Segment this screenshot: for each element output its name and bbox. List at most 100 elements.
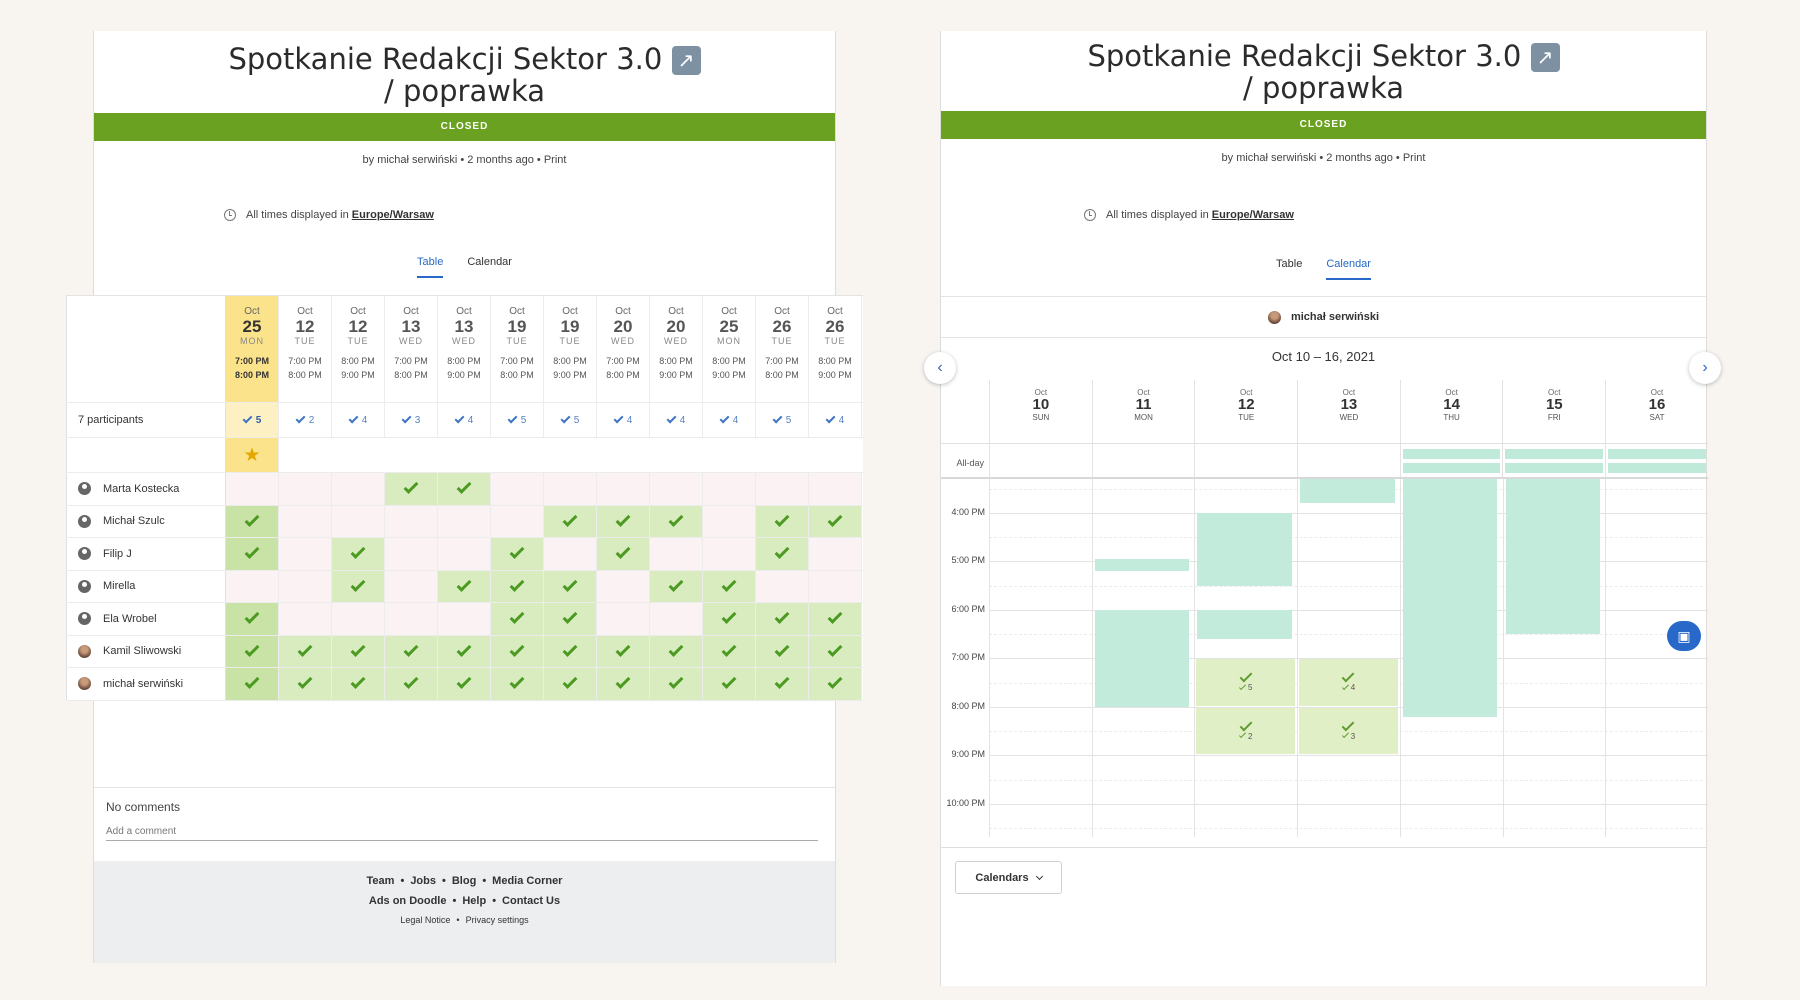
vote-empty [385, 570, 438, 602]
empty-cell [650, 438, 703, 472]
check-icon [456, 641, 472, 657]
check-icon [562, 674, 578, 690]
poll-title: Spotkanie Redakcji Sektor 3.0 ↗ / popraw… [94, 43, 835, 107]
vote-yes [491, 538, 544, 570]
participant-name: michał serwiński [103, 677, 184, 690]
tab-table[interactable]: Table [1276, 258, 1303, 270]
add-comment-input[interactable]: Add a comment [106, 826, 818, 841]
busy-event [1300, 479, 1395, 504]
poll-option-slot[interactable]: 4 [1299, 659, 1398, 706]
footer-link[interactable]: Jobs [410, 875, 436, 887]
footer-link[interactable]: Blog [451, 875, 477, 887]
hour-label: 5:00 PM [951, 555, 985, 566]
footer-link[interactable]: Contact Us [502, 895, 561, 907]
next-week-button[interactable]: › [1689, 352, 1721, 384]
vote-yes [279, 635, 332, 667]
vote-empty [491, 473, 544, 505]
status-bar: CLOSED [941, 111, 1706, 139]
day-weekday: SAT [1649, 413, 1665, 422]
option-start-time: 8:00 PM [712, 356, 746, 366]
calendar-day-header: Oct 15 FRI [1502, 380, 1605, 443]
footer-link[interactable]: Privacy settings [465, 915, 529, 925]
vote-yes [226, 538, 279, 570]
all-day-cell [1091, 444, 1195, 477]
vote-empty [332, 505, 385, 537]
check-icon [774, 674, 790, 690]
calendars-dropdown-button[interactable]: Calendars [955, 861, 1062, 894]
option-month: Oct [244, 306, 260, 317]
calendar-day-header: Oct 12 TUE [1194, 380, 1297, 443]
option-header: Oct 20 WED 8:00 PM 9:00 PM [650, 296, 703, 402]
option-weekday: MON [717, 336, 741, 346]
footer-link[interactable]: Media Corner [492, 875, 563, 887]
participant-name-cell: Michał Szulc [66, 505, 226, 537]
busy-event [1197, 512, 1293, 586]
day-month: Oct [1239, 388, 1253, 397]
slot-count-value: 2 [1248, 731, 1253, 741]
poll-option-slot[interactable]: 2 [1196, 707, 1296, 755]
day-column-divider [1297, 479, 1299, 837]
participant-row: Kamil Sliwowski [66, 635, 863, 668]
option-end-time: 8:00 PM [394, 370, 428, 380]
option-header: Oct 12 TUE 7:00 PM 8:00 PM [279, 296, 332, 402]
hour-gridline [989, 755, 1708, 757]
vote-empty [703, 505, 756, 537]
vote-empty [438, 603, 491, 635]
participant-name: Mirella [103, 580, 136, 593]
participant-name: Michał Szulc [103, 515, 165, 528]
option-start-time: 8:00 PM [553, 356, 587, 366]
option-month: Oct [562, 306, 578, 317]
check-icon [615, 544, 631, 560]
check-icon [615, 674, 631, 690]
external-link-icon[interactable]: ↗ [671, 46, 701, 75]
vote-count: 4 [809, 403, 862, 437]
option-weekday: TUE [294, 336, 316, 346]
vote-empty [597, 603, 650, 635]
option-end-time: 8:00 PM [500, 370, 534, 380]
calendar-connect-icon[interactable]: ▣ [1667, 621, 1701, 651]
option-weekday: WED [399, 336, 423, 346]
vote-count-value: 4 [626, 414, 633, 426]
vote-yes [226, 635, 279, 667]
check-icon [666, 413, 677, 423]
footer-link[interactable]: Ads on Doodle [368, 895, 447, 907]
vote-yes [703, 603, 756, 635]
tab-calendar[interactable]: Calendar [1326, 258, 1371, 280]
check-icon [244, 544, 260, 560]
vote-yes [756, 538, 809, 570]
poll-title-line1: Spotkanie Redakcji Sektor 3.0 [1087, 39, 1522, 73]
calendars-button-label: Calendars [975, 871, 1029, 884]
hour-gridline [989, 512, 1708, 514]
timezone-link[interactable]: Europe/Warsaw [1211, 209, 1294, 221]
vote-count: 2 [279, 403, 332, 437]
poll-option-slot[interactable]: 3 [1299, 707, 1398, 755]
vote-empty [226, 570, 279, 602]
vote-empty [703, 538, 756, 570]
empty-cell [597, 438, 650, 472]
hour-gridline [989, 803, 1708, 805]
option-start-time: 8:00 PM [659, 356, 693, 366]
tab-table[interactable]: Table [417, 256, 444, 278]
footer-link[interactable]: Help [462, 895, 487, 907]
timezone-link[interactable]: Europe/Warsaw [351, 209, 434, 221]
day-weekday: FRI [1547, 413, 1561, 422]
half-hour-gridline [989, 537, 1708, 539]
footer-link[interactable]: Legal Notice [400, 915, 451, 925]
poll-option-slot[interactable]: 5 [1196, 659, 1296, 706]
option-day: 26 [825, 317, 845, 336]
day-number: 11 [1135, 396, 1152, 413]
week-range: Oct 10 – 16, 2021 [1271, 349, 1376, 364]
footer-link[interactable]: Team [366, 875, 395, 887]
divider [941, 847, 1706, 848]
hour-label: 7:00 PM [951, 652, 985, 663]
check-icon [827, 511, 843, 527]
external-link-icon[interactable]: ↗ [1530, 43, 1560, 72]
prev-week-button[interactable]: ‹ [924, 352, 956, 384]
vote-empty [703, 473, 756, 505]
participant-name-cell: Mirella [66, 570, 226, 602]
option-end-time: 9:00 PM [712, 370, 746, 380]
tab-calendar[interactable]: Calendar [467, 256, 512, 268]
vote-count: 5 [756, 403, 809, 437]
participant-row: Marta Kostecka [66, 473, 863, 506]
check-icon [562, 609, 578, 625]
